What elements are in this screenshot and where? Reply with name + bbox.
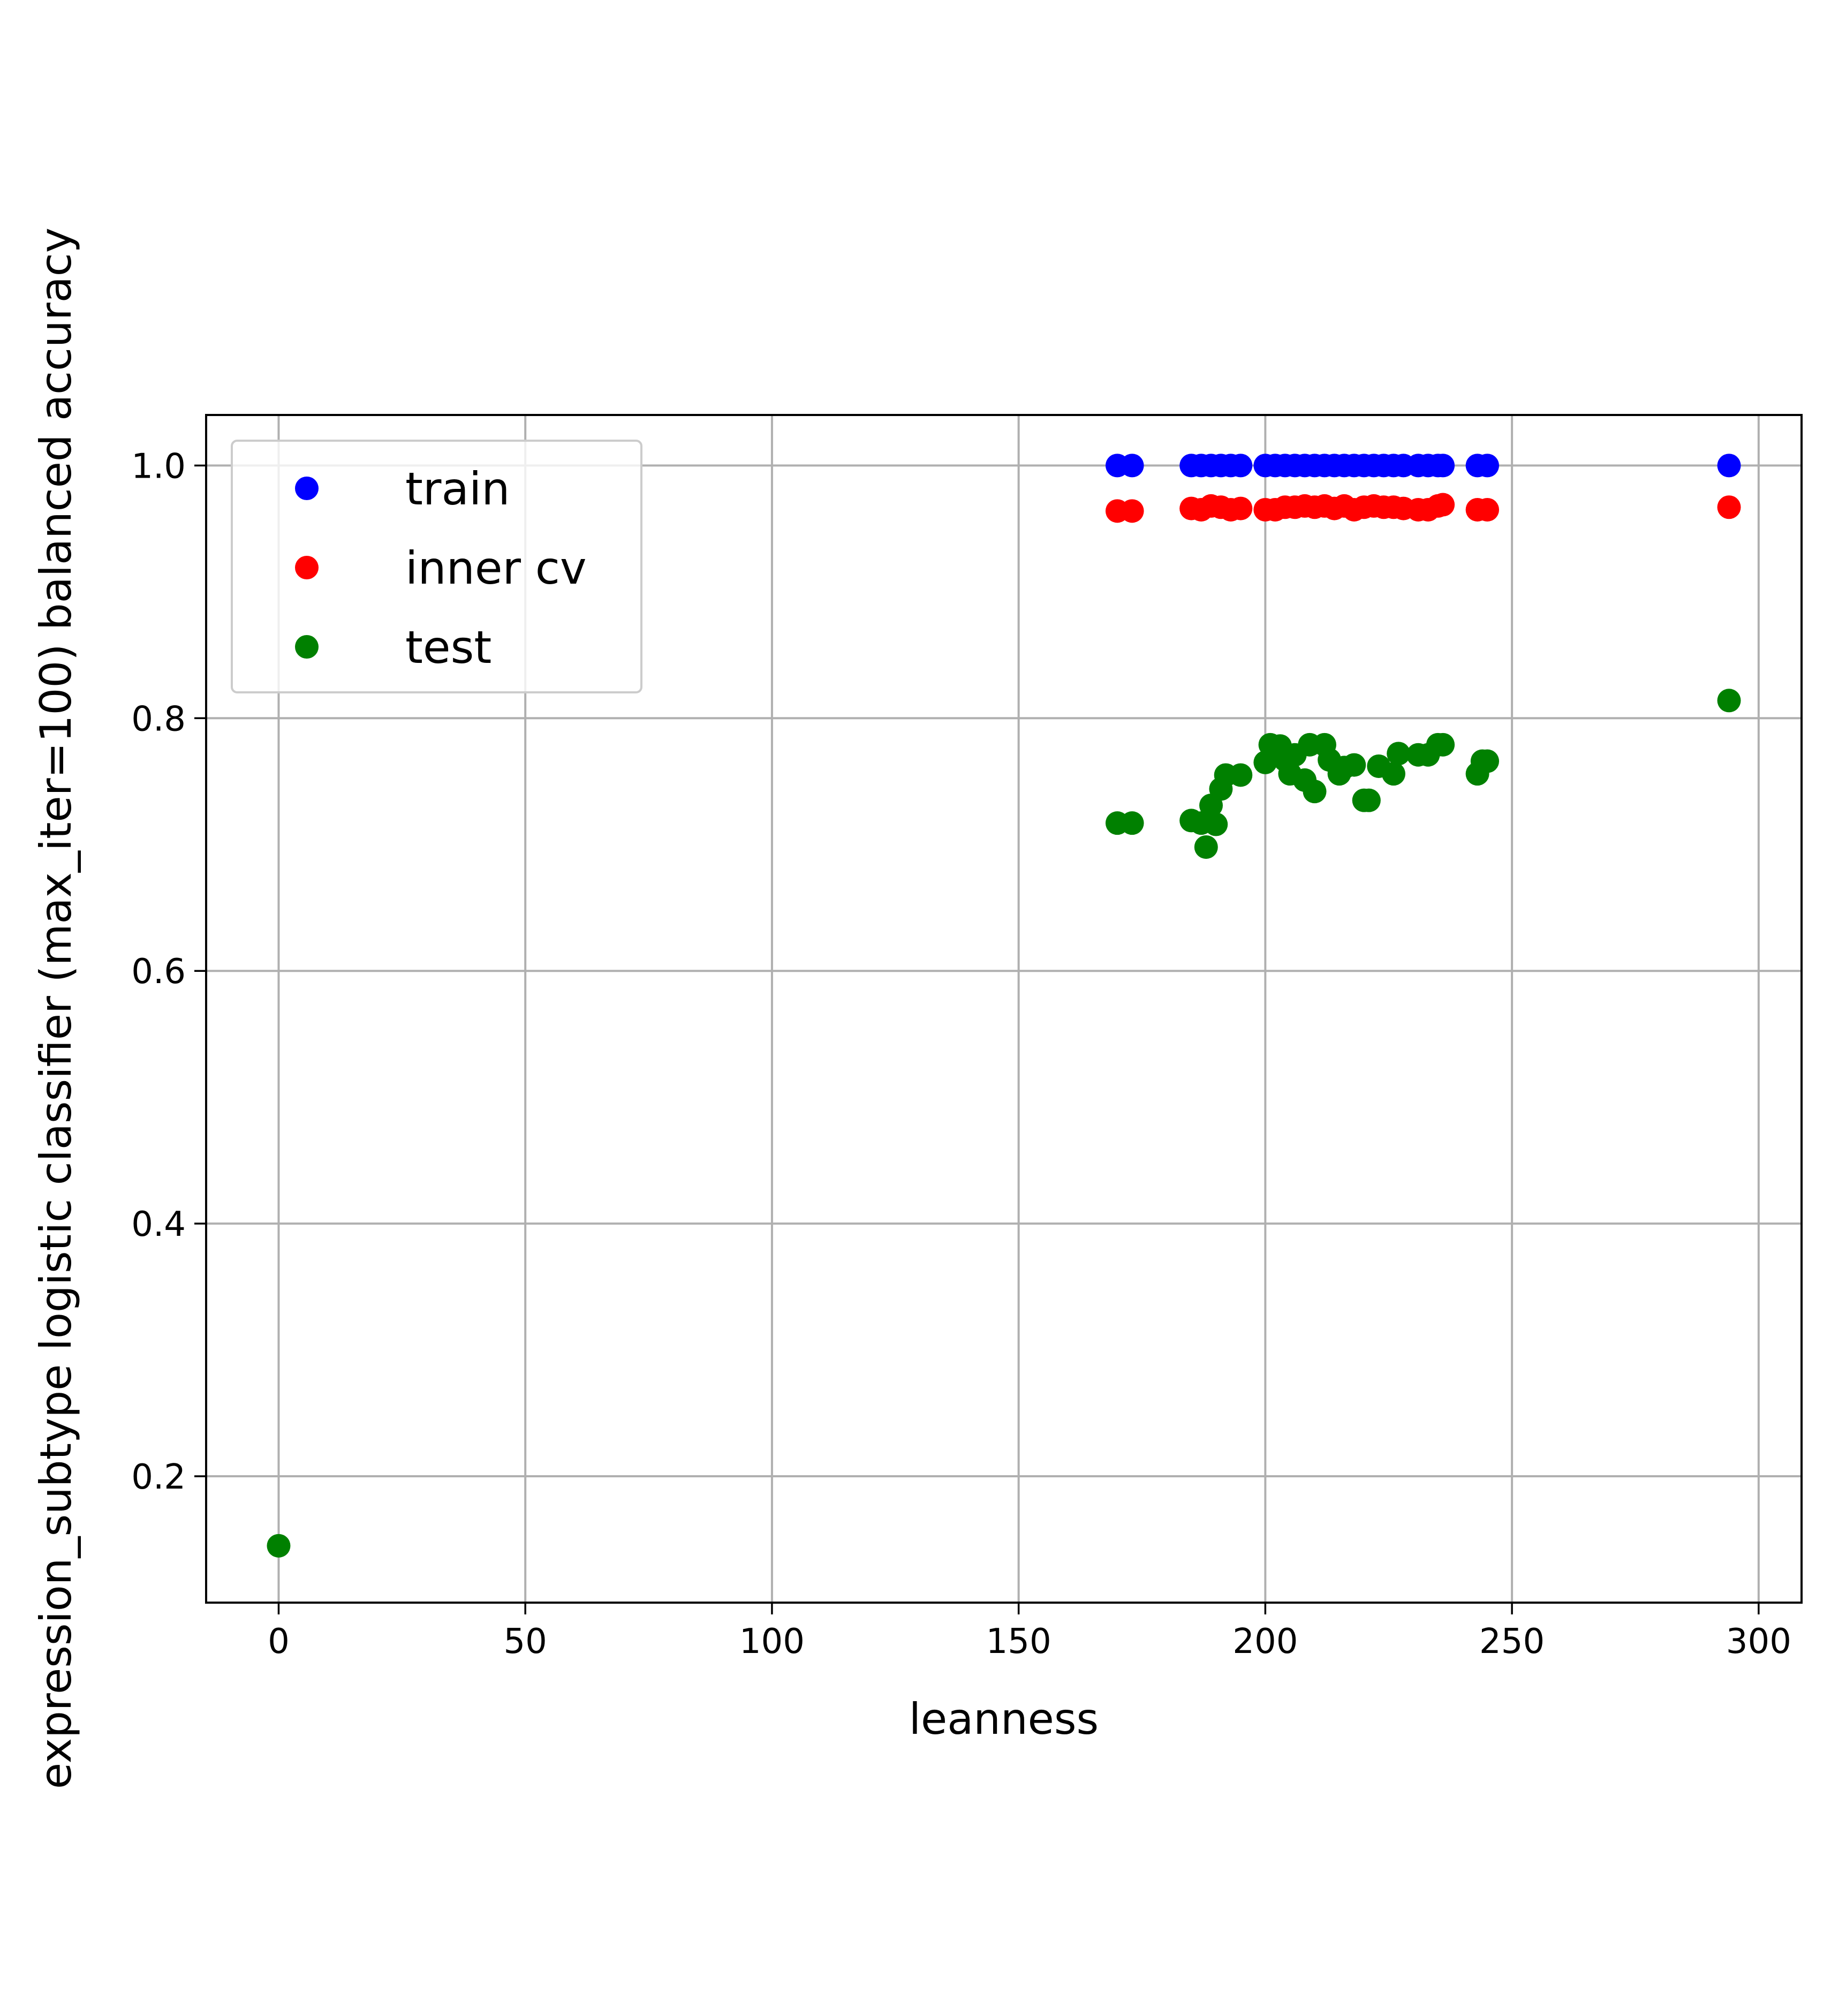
axis-ticks: 0 50 100 150 200 250 300 0.2 0.4 0.6 0.8 1.0 [131, 447, 1791, 1662]
x-tick-label: 200 [1232, 1622, 1298, 1662]
train-point [1476, 454, 1500, 478]
legend-marker-inner-cv [295, 556, 319, 579]
train-point [1717, 454, 1741, 478]
inner-cv-point [1120, 499, 1144, 523]
test-point [1342, 753, 1366, 777]
x-tick-label: 300 [1726, 1622, 1791, 1662]
data-points [267, 454, 1741, 1558]
legend-marker-train [295, 477, 319, 500]
legend-label-train: train [405, 463, 510, 515]
test-point [1357, 788, 1381, 812]
y-tick-label: 0.4 [131, 1205, 186, 1244]
test-point [1253, 750, 1277, 774]
legend: train inner cv test [231, 440, 642, 693]
inner-cv-point [1476, 497, 1500, 522]
y-tick-label: 0.8 [131, 699, 186, 739]
x-axis-label: leanness [909, 1694, 1099, 1744]
test-point [1204, 812, 1228, 836]
test-point [1431, 733, 1455, 757]
test-point [1303, 780, 1327, 804]
inner-cv-point [1431, 493, 1455, 517]
y-tick-label: 0.6 [131, 952, 186, 992]
test-point [1381, 762, 1405, 786]
legend-label-test: test [405, 621, 491, 674]
train-point [1120, 454, 1144, 478]
legend-box [231, 440, 642, 693]
x-tick-label: 150 [986, 1622, 1051, 1662]
y-tick-label: 1.0 [131, 447, 186, 486]
train-point [1431, 454, 1455, 478]
test-point [1194, 835, 1218, 859]
x-tick-label: 250 [1479, 1622, 1545, 1662]
x-tick-label: 50 [503, 1622, 547, 1662]
inner-cv-point [1717, 495, 1741, 519]
test-point [1120, 811, 1144, 835]
x-tick-label: 0 [268, 1622, 290, 1662]
inner-cv-point [1229, 496, 1253, 520]
train-point [1229, 454, 1253, 478]
test-point [1229, 763, 1253, 787]
y-tick-label: 0.2 [131, 1458, 186, 1497]
legend-label-inner-cv: inner cv [405, 542, 587, 594]
x-tick-label: 100 [739, 1622, 805, 1662]
test-point [1717, 689, 1741, 713]
legend-marker-test [295, 635, 319, 659]
y-axis-label: expression_subtype logistic classifier (… [31, 228, 81, 1789]
test-point [1476, 749, 1500, 773]
plot-frame [205, 414, 1803, 1604]
test-point [267, 1534, 291, 1558]
test-point [1387, 742, 1411, 766]
